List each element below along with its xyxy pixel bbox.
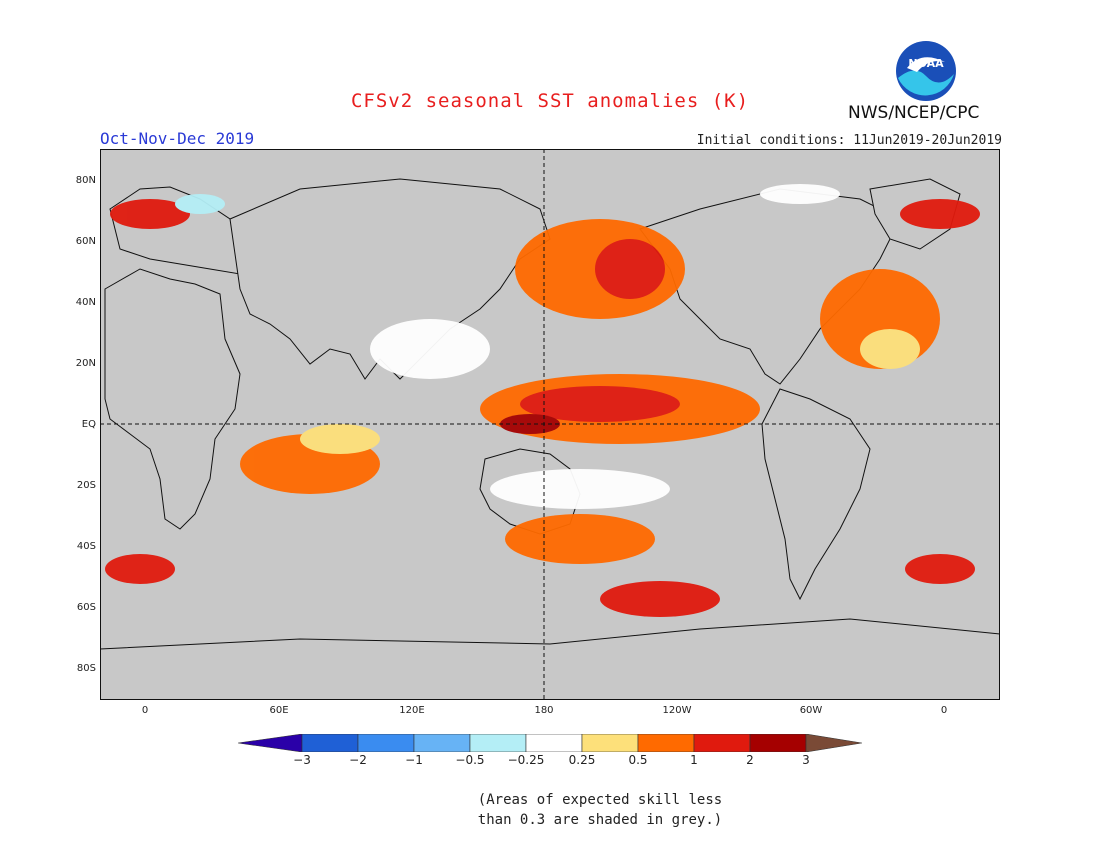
- lat-label-60n: 60N: [75, 236, 96, 247]
- noaa-logo: NOAA: [895, 40, 957, 102]
- colorbar-tick-label: 3: [802, 753, 810, 767]
- lat-label-eq: EQ: [81, 419, 96, 430]
- season-label: Oct-Nov-Dec 2019: [100, 129, 255, 148]
- lon-label-180: 180: [534, 705, 554, 716]
- colorbar-swatch: [469, 734, 527, 752]
- lon-label-120w: 120W: [662, 705, 692, 716]
- sst-anomaly-map: [100, 149, 1000, 700]
- colorbar-swatch: [581, 734, 639, 752]
- colorbar-tick-label: 1: [690, 753, 698, 767]
- colorbar-tick-label: −0.25: [507, 753, 545, 767]
- colorbar-swatch: [637, 734, 695, 752]
- colorbar-tick-label: 0.25: [568, 753, 596, 767]
- colorbar-swatch: [525, 734, 583, 752]
- colorbar-swatch: [357, 734, 415, 752]
- colorbar-tick-label: 2: [746, 753, 754, 767]
- colorbar: [238, 734, 862, 752]
- initial-conditions-label: Initial conditions: 11Jun2019-20Jun2019: [696, 133, 1002, 148]
- lon-label-120e: 120E: [399, 705, 425, 716]
- colorbar-swatch: [749, 734, 807, 752]
- colorbar-tick-label: 0.5: [628, 753, 648, 767]
- colorbar-swatch: [301, 734, 359, 752]
- lat-label-20s: 20S: [76, 480, 96, 491]
- lat-label-60s: 60S: [76, 602, 96, 613]
- agency-label: NWS/NCEP/CPC: [848, 103, 980, 123]
- colorbar-tick-label: −3: [293, 753, 311, 767]
- colorbar-tick-label: −1: [405, 753, 423, 767]
- lat-label-20n: 20N: [75, 358, 96, 369]
- lon-label-0: 0: [141, 705, 149, 716]
- lat-label-40s: 40S: [76, 541, 96, 552]
- noaa-logo-text: NOAA: [908, 57, 944, 70]
- sst-anomaly-shading: [105, 184, 980, 617]
- colorbar-lower-triangle: [238, 734, 303, 752]
- skill-note-line-1: (Areas of expected skill less: [477, 792, 723, 808]
- lon-label-60e: 60E: [269, 705, 289, 716]
- lon-label-0-east: 0: [940, 705, 948, 716]
- lat-label-80s: 80S: [76, 663, 96, 674]
- lat-label-80n: 80N: [75, 175, 96, 186]
- colorbar-tick-label: −0.5: [455, 753, 485, 767]
- colorbar-swatch: [693, 734, 751, 752]
- skill-note-line-2: than 0.3 are shaded in grey.): [477, 812, 723, 828]
- map-title: CFSv2 seasonal SST anomalies (K): [350, 90, 750, 112]
- lon-label-60w: 60W: [799, 705, 823, 716]
- lat-label-40n: 40N: [75, 297, 96, 308]
- colorbar-swatch: [413, 734, 471, 752]
- colorbar-upper-triangle: [805, 734, 862, 752]
- colorbar-tick-label: −2: [349, 753, 367, 767]
